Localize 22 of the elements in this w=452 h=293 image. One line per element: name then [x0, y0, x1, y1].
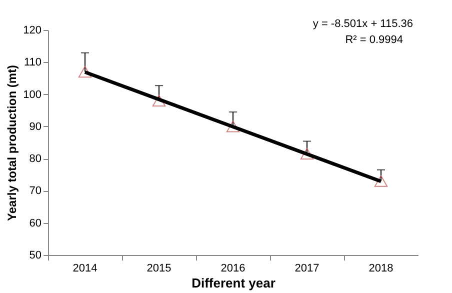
- x-tick-label: 2015: [146, 262, 172, 274]
- point: [152, 94, 166, 107]
- y-tick-label: 60: [29, 217, 42, 230]
- text: y = -8.501x + 115.36: [312, 18, 413, 30]
- point: [300, 148, 314, 160]
- x-tick-label: 2014: [72, 262, 98, 274]
- x-tick-label: 2017: [294, 262, 320, 274]
- point: [374, 175, 388, 187]
- y-tick-label: 110: [24, 56, 42, 69]
- y-tick-label: 80: [29, 153, 42, 166]
- y-tick-label: 50: [29, 250, 42, 262]
- y-axis-title: Yearly total production (mt): [5, 64, 20, 222]
- point: [78, 66, 92, 78]
- point: [226, 120, 240, 132]
- x-axis-title: Different year: [192, 276, 276, 290]
- annotation: R² = 0.9994: [345, 34, 403, 46]
- y-tick-label: 90: [29, 120, 42, 133]
- x-tick-label: 2018: [368, 262, 394, 274]
- y-tick-label: 100: [23, 88, 42, 101]
- y-tick-label: 70: [29, 185, 42, 198]
- y-tick-label: 120: [23, 24, 42, 36]
- x-tick-label: 2016: [220, 262, 246, 274]
